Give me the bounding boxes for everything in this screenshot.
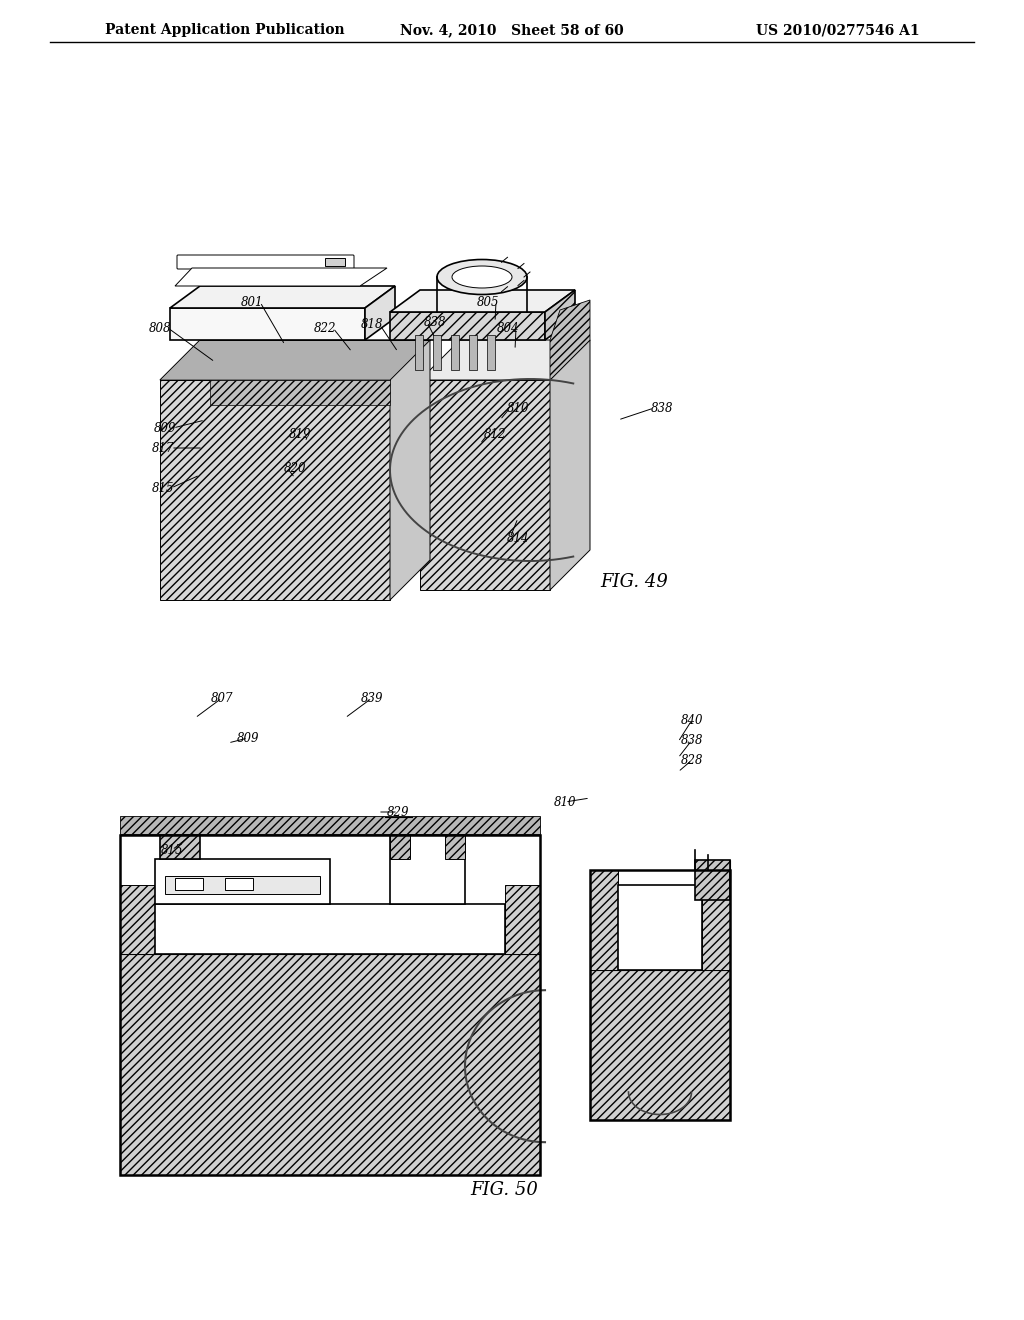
Polygon shape [390, 290, 575, 312]
Text: 810: 810 [554, 796, 577, 808]
Polygon shape [160, 341, 430, 380]
FancyBboxPatch shape [177, 255, 354, 269]
Bar [155, 904, 505, 954]
Text: 819: 819 [289, 429, 311, 441]
Polygon shape [390, 312, 545, 341]
Bar [445, 834, 465, 859]
Text: FIG. 49: FIG. 49 [600, 573, 668, 591]
Bar [433, 335, 441, 370]
Polygon shape [550, 300, 590, 380]
Bar [120, 816, 540, 834]
Text: 814: 814 [507, 532, 529, 544]
Bar [487, 335, 495, 370]
Text: 805: 805 [477, 296, 500, 309]
Text: 828: 828 [681, 754, 703, 767]
Bar [160, 834, 200, 859]
Bar [469, 335, 477, 370]
Ellipse shape [437, 260, 527, 294]
Polygon shape [420, 341, 590, 380]
Bar [702, 870, 730, 970]
Bar [590, 970, 730, 1119]
Text: 815: 815 [161, 843, 183, 857]
Polygon shape [390, 341, 430, 601]
Text: 812: 812 [483, 429, 506, 441]
Bar [695, 861, 730, 900]
Text: 838: 838 [681, 734, 703, 747]
Text: 840: 840 [681, 714, 703, 726]
Bar [390, 834, 410, 859]
Text: 829: 829 [387, 805, 410, 818]
Text: 820: 820 [284, 462, 306, 474]
Text: 817: 817 [152, 441, 174, 454]
Ellipse shape [452, 267, 512, 288]
Text: FIG. 50: FIG. 50 [470, 1181, 538, 1199]
Text: 804: 804 [497, 322, 519, 334]
Polygon shape [160, 341, 430, 380]
Text: 839: 839 [360, 692, 383, 705]
Text: 809: 809 [237, 731, 259, 744]
Bar [695, 861, 730, 882]
Polygon shape [160, 380, 390, 601]
Text: 822: 822 [313, 322, 336, 334]
Bar [415, 335, 423, 370]
Bar [120, 954, 540, 1175]
Polygon shape [420, 380, 550, 590]
Polygon shape [170, 286, 395, 308]
Bar [120, 884, 155, 954]
Bar [175, 878, 203, 890]
Bar [618, 902, 702, 907]
Bar [325, 257, 345, 267]
Text: 815: 815 [152, 482, 174, 495]
Polygon shape [545, 290, 575, 341]
Polygon shape [175, 268, 387, 286]
Bar [618, 884, 702, 970]
Bar [505, 884, 540, 954]
Polygon shape [550, 341, 590, 590]
Bar [590, 870, 730, 1119]
Text: 809: 809 [154, 421, 176, 434]
Polygon shape [365, 286, 395, 341]
Text: 807: 807 [211, 692, 233, 705]
Text: 838: 838 [424, 315, 446, 329]
Bar [451, 335, 459, 370]
Text: US 2010/0277546 A1: US 2010/0277546 A1 [757, 22, 920, 37]
Bar [170, 308, 365, 341]
Bar [390, 834, 465, 904]
Text: 801: 801 [241, 296, 263, 309]
Bar [618, 907, 702, 915]
Text: 808: 808 [148, 322, 171, 334]
Bar [165, 876, 319, 894]
Text: 818: 818 [360, 318, 383, 331]
Bar [120, 836, 540, 1175]
Text: 838: 838 [650, 401, 673, 414]
Text: Patent Application Publication: Patent Application Publication [105, 22, 345, 37]
Polygon shape [210, 380, 390, 405]
Text: 810: 810 [507, 401, 529, 414]
Text: Nov. 4, 2010   Sheet 58 of 60: Nov. 4, 2010 Sheet 58 of 60 [400, 22, 624, 37]
Bar [225, 878, 253, 890]
Bar [155, 859, 330, 904]
Bar [590, 870, 618, 970]
Bar [410, 317, 525, 335]
